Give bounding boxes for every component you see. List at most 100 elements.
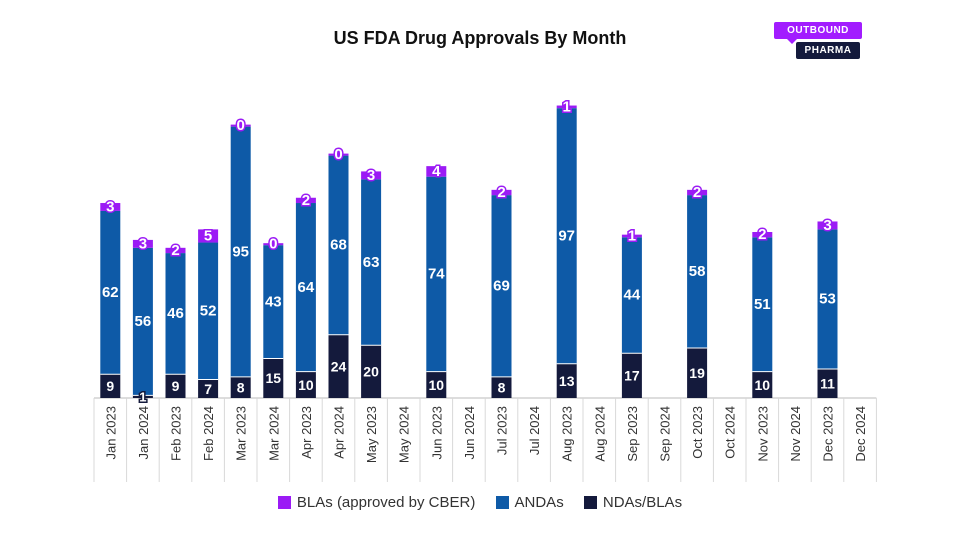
chart-title: US FDA Drug Approvals By Month bbox=[333, 28, 627, 48]
x-tick-label: Mar 2023 bbox=[234, 406, 249, 461]
data-label-ndas: 9 bbox=[172, 378, 180, 394]
x-tick-label: Mar 2024 bbox=[266, 406, 281, 461]
bar-ndas bbox=[556, 363, 577, 398]
bar-ndas bbox=[295, 371, 316, 398]
data-label-blas: 3 bbox=[823, 217, 831, 234]
data-label-andas: 44 bbox=[624, 287, 641, 304]
legend-item-andas: ANDAs bbox=[495, 494, 564, 511]
bar-blas bbox=[230, 124, 251, 127]
bar-andas bbox=[621, 237, 642, 354]
bar-andas bbox=[426, 176, 447, 372]
bar-blas bbox=[198, 229, 219, 243]
bar-andas bbox=[361, 179, 382, 346]
bar-andas bbox=[491, 195, 512, 377]
bar-blas bbox=[132, 239, 153, 248]
bar-ndas bbox=[263, 358, 284, 398]
data-label-blas: 1 bbox=[628, 227, 636, 244]
data-label-andas: 58 bbox=[689, 263, 706, 280]
legend-swatch-andas bbox=[495, 496, 509, 509]
bar-ndas bbox=[491, 376, 512, 398]
data-label-ndas: 13 bbox=[559, 373, 575, 389]
data-label-blas: 2 bbox=[171, 242, 179, 259]
legend-label-blas: BLAs (approved by CBER) bbox=[296, 494, 476, 511]
x-tick-label: May 2023 bbox=[364, 406, 379, 463]
data-label-ndas: 1 bbox=[139, 390, 146, 405]
bar-andas bbox=[817, 229, 838, 370]
data-label-blas: 3 bbox=[139, 235, 147, 252]
x-tick-label: Sep 2023 bbox=[625, 406, 640, 462]
bar-blas bbox=[491, 189, 512, 196]
bar-andas bbox=[295, 203, 316, 372]
data-label-andas: 43 bbox=[265, 293, 282, 310]
data-label-blas: 5 bbox=[204, 227, 212, 244]
data-label-andas: 69 bbox=[493, 278, 510, 295]
bar-blas bbox=[165, 247, 186, 254]
bar-ndas bbox=[752, 371, 773, 398]
data-label-blas: 3 bbox=[367, 167, 375, 184]
data-label-blas: 4 bbox=[432, 163, 441, 180]
data-label-andas: 97 bbox=[558, 227, 575, 244]
data-label-blas: 2 bbox=[497, 184, 505, 201]
bar-blas bbox=[556, 105, 577, 109]
bar-andas bbox=[328, 155, 349, 335]
bar-ndas bbox=[687, 347, 708, 398]
data-label-andas: 63 bbox=[363, 254, 380, 271]
bar-andas bbox=[165, 253, 186, 375]
bar-andas bbox=[263, 245, 284, 359]
bar-blas bbox=[752, 232, 773, 238]
bar-blas bbox=[817, 221, 838, 230]
bar-andas bbox=[687, 195, 708, 348]
data-label-andas: 74 bbox=[428, 266, 445, 283]
x-tick-label: Jan 2024 bbox=[136, 406, 151, 460]
data-label-ndas: 10 bbox=[429, 377, 445, 393]
bar-ndas bbox=[100, 374, 121, 398]
legend-swatch-ndas bbox=[583, 496, 597, 509]
x-tick-label: Apr 2024 bbox=[332, 406, 347, 459]
x-tick-label: Nov 2024 bbox=[788, 406, 803, 462]
data-label-ndas: 8 bbox=[237, 379, 245, 395]
x-tick-label: Feb 2024 bbox=[201, 406, 216, 461]
bar-ndas bbox=[230, 376, 251, 398]
data-label-andas: 53 bbox=[819, 291, 836, 308]
bar-blas bbox=[426, 166, 447, 177]
logo-speech-tail bbox=[786, 38, 798, 44]
bar-blas bbox=[295, 197, 316, 204]
x-tick-label: Oct 2024 bbox=[723, 406, 738, 459]
bar-andas bbox=[230, 126, 251, 377]
x-tick-label: Nov 2023 bbox=[755, 406, 770, 462]
data-label-andas: 46 bbox=[167, 305, 184, 322]
bar-ndas bbox=[198, 379, 219, 398]
x-tick-label: May 2024 bbox=[397, 406, 412, 463]
data-label-andas: 62 bbox=[102, 284, 119, 301]
bar-ndas bbox=[328, 334, 349, 398]
x-tick-label: Jul 2023 bbox=[495, 406, 510, 455]
x-tick-label: Jan 2023 bbox=[103, 406, 118, 460]
data-label-andas: 52 bbox=[200, 303, 217, 320]
data-label-andas: 64 bbox=[298, 279, 315, 296]
bar-blas bbox=[361, 171, 382, 180]
bar-ndas bbox=[165, 374, 186, 398]
bar-ndas bbox=[361, 345, 382, 398]
bar-andas bbox=[132, 247, 153, 396]
data-label-ndas: 10 bbox=[298, 377, 314, 393]
data-label-andas: 51 bbox=[754, 296, 771, 313]
legend-label-ndas: NDAs/BLAs bbox=[602, 494, 683, 511]
bar-ndas bbox=[132, 395, 153, 398]
x-tick-label: Feb 2023 bbox=[169, 406, 184, 461]
legend: BLAs (approved by CBER) ANDAs NDAs/BLAs bbox=[0, 494, 960, 513]
data-label-ndas: 15 bbox=[266, 370, 282, 386]
bar-andas bbox=[198, 242, 219, 380]
legend-item-blas: BLAs (approved by CBER) bbox=[277, 494, 476, 511]
bar-andas bbox=[100, 210, 121, 375]
bar-ndas bbox=[817, 369, 838, 398]
data-label-ndas: 19 bbox=[689, 365, 705, 381]
data-label-blas: 0 bbox=[237, 117, 245, 134]
x-tick-label: Jul 2024 bbox=[527, 406, 542, 455]
data-label-ndas: 8 bbox=[498, 379, 506, 395]
x-tick-label: Sep 2024 bbox=[658, 406, 673, 462]
x-tick-label: Apr 2023 bbox=[299, 406, 314, 459]
bar-ndas bbox=[621, 353, 642, 398]
data-label-ndas: 20 bbox=[363, 364, 379, 380]
bar-blas bbox=[328, 153, 349, 156]
